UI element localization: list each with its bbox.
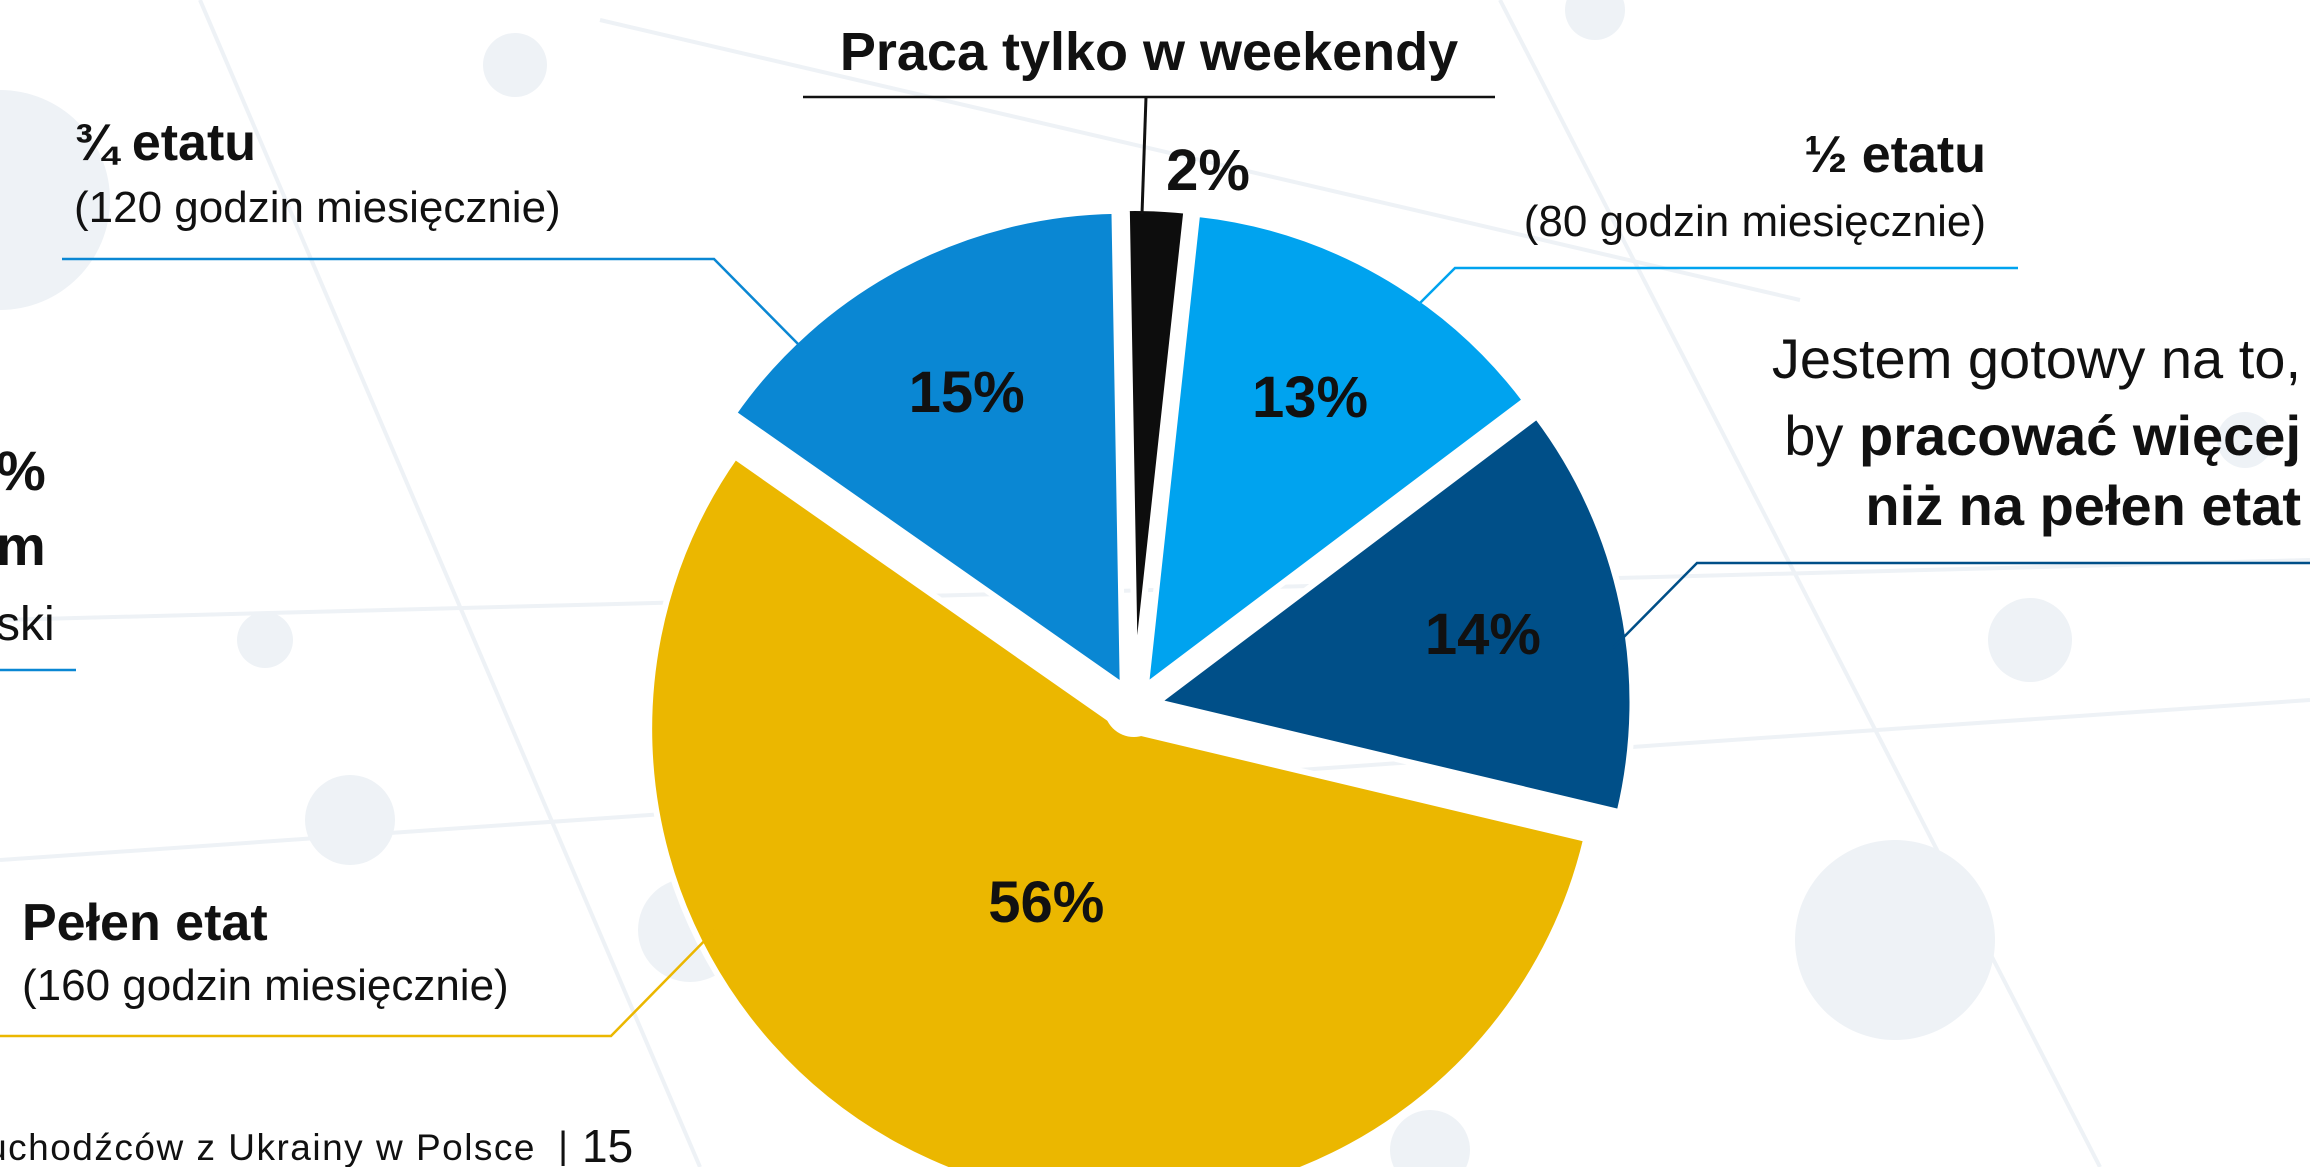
slice-label: ½ etatu (1804, 126, 1986, 184)
slice-label-part: ¾ etatu (74, 114, 256, 172)
cut-off-text: % (0, 439, 46, 502)
pattern-circle (1795, 840, 1995, 1040)
page-number: 15 (582, 1120, 633, 1167)
pie-slice (729, 207, 1126, 692)
slice-label-part: pracować więcej (1859, 404, 2301, 467)
slice-label: (80 godzin miesięcznie) (1524, 197, 1986, 246)
value-label: 13% (1252, 365, 1368, 430)
slice-label-part: niż na pełen etat (1865, 474, 2301, 537)
slice-label: Pełen etat (22, 894, 268, 952)
footer-text: uchodźców z Ukrainy w Polsce (0, 1127, 536, 1167)
pattern-circle (483, 33, 547, 97)
value-label: 14% (1425, 602, 1541, 667)
leader-line (1140, 96, 1148, 215)
slice-label: ¾ etatu (74, 114, 256, 172)
slice-label-part: (80 godzin miesięcznie) (1524, 197, 1986, 246)
slice-label-part: Praca tylko w weekendy (840, 22, 1458, 82)
pie-slice (1150, 412, 1636, 816)
cut-off-text: m (0, 514, 46, 577)
slice-label-part: ½ etatu (1804, 126, 1986, 184)
pattern-circle (0, 90, 110, 310)
pattern-circle (305, 775, 395, 865)
slice-label-part: by (1784, 404, 1859, 467)
pie-hub (1104, 677, 1164, 737)
pie-slice (646, 452, 1590, 1167)
pattern-circle (1988, 598, 2072, 682)
pattern-line (599, 18, 1801, 302)
slice-label-part: Jestem gotowy na to, (1772, 327, 2301, 390)
pattern-circle (1565, 0, 1625, 40)
pattern-circle (237, 612, 293, 668)
slice-label-part: (160 godzin miesięcznie) (22, 961, 509, 1010)
footer-separator: | (558, 1125, 568, 1167)
slice-label-part: (120 godzin miesięcznie) (74, 183, 561, 232)
slice-label: Praca tylko w weekendy (840, 22, 1458, 82)
slice-label: (160 godzin miesięcznie) (22, 961, 509, 1010)
pattern-circle (1390, 1110, 1470, 1167)
value-label: 56% (988, 870, 1104, 935)
cut-off-text: ski (0, 598, 55, 651)
slice-label: (120 godzin miesięcznie) (74, 183, 561, 232)
slice-label: niż na pełen etat (1865, 474, 2301, 537)
slice-label: Jestem gotowy na to, (1772, 327, 2301, 390)
value-label: 2% (1166, 138, 1250, 203)
leader-line (62, 257, 804, 350)
pattern-circle (2217, 412, 2273, 468)
slice-label-part: Pełen etat (22, 894, 268, 952)
pattern-line (198, 0, 702, 1167)
value-label: 15% (909, 360, 1025, 425)
pattern-line (1498, 0, 2102, 1167)
pie-slice (1123, 205, 1190, 684)
slice-label: by pracować więcej (1784, 404, 2301, 467)
leader-line (1612, 561, 2310, 649)
pie-slice (1142, 210, 1530, 693)
leader-line (0, 927, 718, 1038)
leader-line (1413, 266, 2018, 310)
